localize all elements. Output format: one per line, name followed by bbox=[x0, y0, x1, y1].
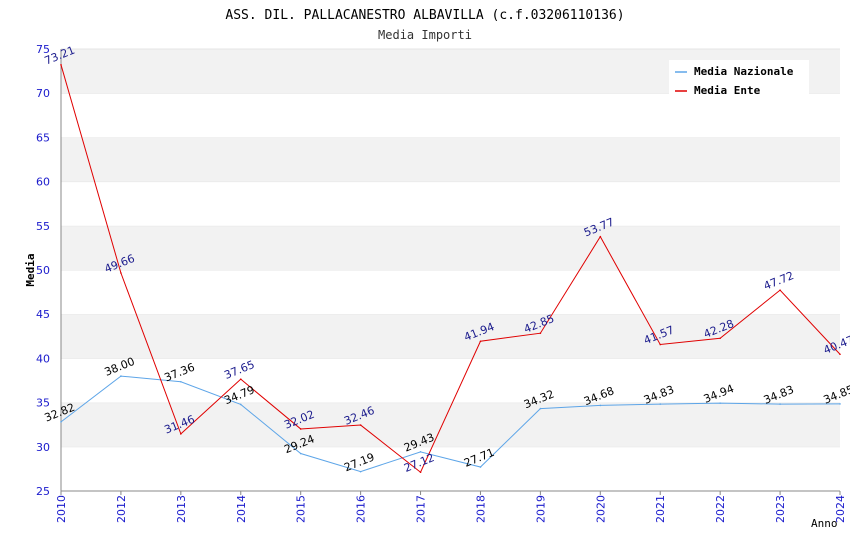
data-point-media-ente bbox=[299, 428, 302, 430]
y-tick-label: 25 bbox=[36, 485, 50, 498]
y-tick-label: 30 bbox=[36, 441, 50, 454]
x-tick-label: 2024 bbox=[834, 495, 847, 523]
data-point-media-ente bbox=[60, 64, 62, 66]
x-tick-label: 2020 bbox=[594, 495, 607, 523]
data-point-media-nazionale bbox=[180, 380, 182, 383]
x-tick-label: 2012 bbox=[115, 495, 128, 523]
grid-band bbox=[61, 314, 840, 359]
legend-label-media-ente: Media Ente bbox=[694, 84, 761, 97]
y-tick-label: 45 bbox=[36, 308, 50, 321]
data-point-media-ente bbox=[599, 235, 602, 238]
data-point-media-ente bbox=[239, 378, 242, 380]
grid-band bbox=[61, 225, 840, 270]
x-tick-label: 2013 bbox=[175, 495, 188, 523]
y-tick-label: 40 bbox=[36, 352, 50, 365]
chart-subtitle: Media Importi bbox=[378, 28, 472, 42]
x-tick-label: 2015 bbox=[295, 495, 308, 523]
data-point-media-nazionale bbox=[719, 402, 721, 404]
data-point-media-ente bbox=[839, 353, 841, 356]
x-tick-label: 2014 bbox=[235, 495, 248, 523]
series-group bbox=[60, 64, 841, 474]
x-tick-labels: 2010 2012 2013 2014 2015 2016 2017 2018 2019 2020… bbox=[55, 495, 847, 523]
data-point-media-nazionale bbox=[479, 466, 482, 468]
x-tick-label: 2010 bbox=[55, 495, 68, 523]
y-tick-label: 55 bbox=[36, 220, 50, 233]
x-tick-label: 2021 bbox=[654, 495, 667, 523]
x-tick-label: 2018 bbox=[474, 495, 487, 523]
data-point-media-nazionale bbox=[299, 452, 302, 455]
data-point-media-ente bbox=[479, 340, 482, 343]
x-tick-label: 2017 bbox=[415, 495, 428, 523]
y-tick-label: 35 bbox=[36, 397, 50, 410]
x-tick-label: 2023 bbox=[774, 495, 787, 523]
data-point-media-ente bbox=[359, 424, 362, 426]
axes bbox=[60, 49, 841, 495]
grid-band bbox=[61, 93, 840, 138]
data-point-media-ente bbox=[779, 289, 781, 291]
data-point-media-ente bbox=[659, 343, 662, 346]
grid-band bbox=[61, 270, 840, 315]
grid-band bbox=[61, 446, 840, 491]
data-point-media-nazionale bbox=[120, 375, 122, 377]
data-point-media-ente bbox=[419, 471, 422, 474]
legend-label-media-nazionale: Media Nazionale bbox=[694, 65, 794, 78]
chart-title: ASS. DIL. PALLACANESTRO ALBAVILLA (c.f.0… bbox=[225, 8, 624, 23]
y-tick-label: 65 bbox=[36, 131, 50, 144]
grid-band bbox=[61, 358, 840, 403]
data-point-media-nazionale bbox=[60, 421, 62, 423]
legend-box bbox=[669, 60, 809, 96]
x-tick-label: 2019 bbox=[534, 495, 547, 523]
data-point-media-nazionale bbox=[839, 403, 841, 405]
grid-band bbox=[61, 137, 840, 182]
data-point-media-nazionale bbox=[779, 403, 781, 405]
x-axis-label: Anno bbox=[811, 517, 838, 530]
y-tick-label: 50 bbox=[36, 264, 50, 277]
series-line-media-ente bbox=[60, 64, 841, 474]
y-tick-label: 75 bbox=[36, 43, 50, 56]
data-point-media-ente bbox=[120, 272, 122, 274]
grid-band bbox=[61, 181, 840, 226]
data-point-media-nazionale bbox=[419, 451, 422, 453]
series-line-media-nazionale bbox=[60, 375, 841, 473]
data-point-media-nazionale bbox=[659, 403, 662, 405]
data-point-media-ente bbox=[719, 337, 721, 340]
data-point-media-nazionale bbox=[599, 404, 602, 407]
x-tick-label: 2022 bbox=[714, 495, 727, 523]
data-point-media-nazionale bbox=[239, 403, 242, 406]
data-point-media-nazionale bbox=[359, 470, 362, 473]
y-tick-label: 60 bbox=[36, 176, 50, 189]
x-tick-label: 2016 bbox=[355, 495, 368, 523]
y-tick-label: 70 bbox=[36, 87, 50, 100]
data-point-media-ente bbox=[539, 332, 542, 335]
data-point-media-ente bbox=[180, 433, 182, 435]
data-point-media-nazionale bbox=[539, 407, 542, 410]
y-axis-label: Media bbox=[24, 253, 37, 286]
y-tick-labels: 25 30 35 40 45 50 55 60 65 70 75 bbox=[36, 43, 50, 498]
legend: Media Nazionale Media Ente bbox=[669, 60, 809, 97]
